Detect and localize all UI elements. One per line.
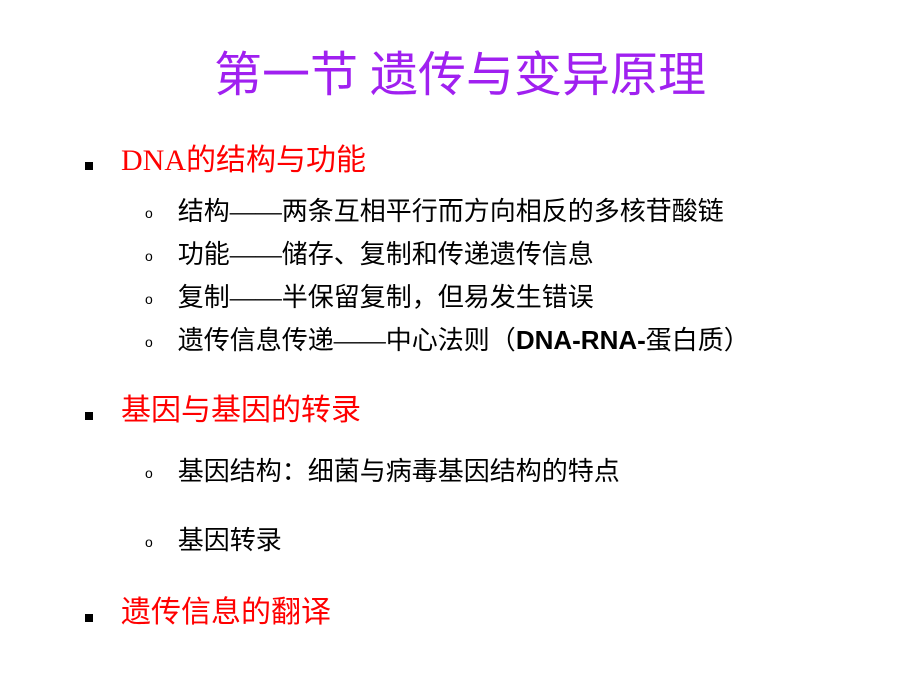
circle-bullet-icon: o xyxy=(145,465,153,481)
section-heading: 基因与基因的转录 xyxy=(85,385,880,429)
list-item: o 功能——储存、复制和传递遗传信息 xyxy=(145,234,880,271)
list-item: o 复制——半保留复制，但易发生错误 xyxy=(145,277,880,314)
circle-bullet-icon: o xyxy=(145,334,153,350)
list-item-text: 基因结构：细菌与病毒基因结构的特点 xyxy=(178,451,620,488)
square-bullet-icon xyxy=(85,614,93,622)
list-item-text: 结构——两条互相平行而方向相反的多核苷酸链 xyxy=(178,191,724,228)
list-item: o 基因转录 xyxy=(145,520,880,557)
slide-content: DNA的结构与功能 o 结构——两条互相平行而方向相反的多核苷酸链 o 功能——… xyxy=(40,135,880,631)
list-item-text: 基因转录 xyxy=(178,520,282,557)
circle-bullet-icon: o xyxy=(145,248,153,264)
list-item: o 遗传信息传递——中心法则（DNA-RNA-蛋白质） xyxy=(145,320,880,357)
item-bold: DNA-RNA- xyxy=(516,325,646,355)
list-item: o 结构——两条互相平行而方向相反的多核苷酸链 xyxy=(145,191,880,228)
list-item: o 基因结构：细菌与病毒基因结构的特点 xyxy=(145,451,880,488)
square-bullet-icon xyxy=(85,162,93,170)
section-heading-text: 遗传信息的翻译 xyxy=(121,587,331,631)
circle-bullet-icon: o xyxy=(145,291,153,307)
list-item-text: 复制——半保留复制，但易发生错误 xyxy=(178,277,594,314)
item-suffix: 蛋白质） xyxy=(646,326,750,355)
item-prefix: 遗传信息传递——中心法则（ xyxy=(178,326,516,355)
section-heading: 遗传信息的翻译 xyxy=(85,587,880,631)
section-heading-text: DNA的结构与功能 xyxy=(121,135,366,179)
slide-title: 第一节 遗传与变异原理 xyxy=(40,35,880,105)
section-heading-text: 基因与基因的转录 xyxy=(121,385,361,429)
slide-container: 第一节 遗传与变异原理 DNA的结构与功能 o 结构——两条互相平行而方向相反的… xyxy=(0,0,920,690)
square-bullet-icon xyxy=(85,412,93,420)
list-item-text: 遗传信息传递——中心法则（DNA-RNA-蛋白质） xyxy=(178,320,750,357)
list-item-text: 功能——储存、复制和传递遗传信息 xyxy=(178,234,594,271)
circle-bullet-icon: o xyxy=(145,205,153,221)
circle-bullet-icon: o xyxy=(145,534,153,550)
section-heading: DNA的结构与功能 xyxy=(85,135,880,179)
